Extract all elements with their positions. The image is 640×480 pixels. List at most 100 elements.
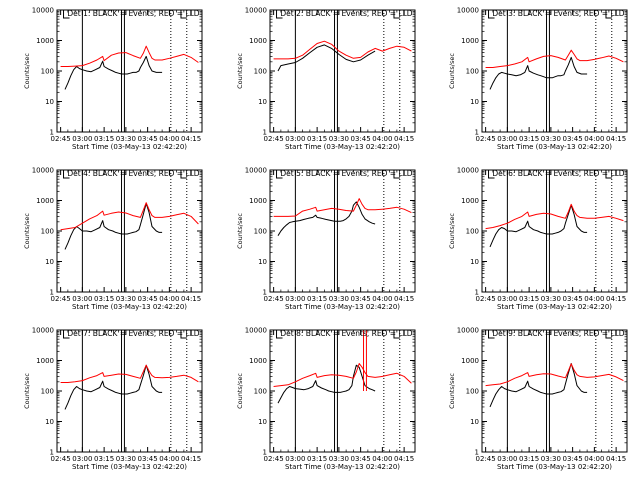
y-tick-label: 1000	[461, 37, 479, 45]
x-tick-label: 02:45	[264, 135, 284, 143]
y-tick-label: 100	[466, 228, 479, 236]
y-tick-label: 1000	[249, 197, 267, 205]
x-tick-label: 03:00	[285, 135, 305, 143]
corner-mark-1	[63, 330, 70, 339]
series-lld-line	[60, 364, 199, 383]
corner-mark-1	[63, 10, 70, 19]
panel-det-9: 1 10 100 1000 10000 02:45 03:00 03:15 03:30 03:45…	[448, 327, 628, 471]
y-tick-label: 10000	[245, 7, 267, 15]
panel-det-1: 1 10 100 1000 10000 02:45 03:00 03:15 03:30 03:45…	[23, 7, 203, 151]
x-tick-label: 04:00	[159, 135, 179, 143]
y-axis-label: Counts/sec	[23, 53, 31, 89]
corner-mark-2	[180, 10, 187, 19]
series-events-line	[489, 56, 588, 90]
x-tick-label: 03:00	[497, 455, 517, 463]
panel-title: Det 3: BLACK = Events, RED = LLD	[492, 9, 624, 18]
x-tick-label: 02:45	[51, 455, 71, 463]
y-tick-label: 1	[475, 129, 479, 137]
x-tick-label: 02:45	[476, 455, 496, 463]
y-tick-label: 100	[41, 388, 54, 396]
x-tick-label: 04:15	[394, 135, 414, 143]
panel-det-6: 1 10 100 1000 10000 02:45 03:00 03:15 03:30 03:45…	[448, 167, 628, 311]
x-tick-label: 03:15	[94, 135, 114, 143]
corner-mark-1	[276, 330, 283, 339]
x-tick-label: 03:45	[563, 455, 583, 463]
x-tick-label: 03:00	[285, 295, 305, 303]
x-tick-label: 03:45	[138, 135, 158, 143]
x-tick-label: 04:15	[181, 295, 201, 303]
y-tick-label: 10000	[457, 7, 479, 15]
x-tick-label: 03:15	[519, 455, 539, 463]
x-tick-label: 04:15	[394, 295, 414, 303]
x-tick-label: 03:30	[329, 135, 349, 143]
x-tick-label: 03:45	[563, 295, 583, 303]
y-tick-label: 1	[50, 129, 54, 137]
panel-title: Det 9: BLACK = Events, RED = LLD	[492, 329, 624, 338]
series-lld-line	[273, 198, 412, 217]
series-lld-line	[485, 363, 624, 387]
x-tick-label: 02:45	[264, 295, 284, 303]
panel-title: Det 8: BLACK = Events, RED = LLD	[280, 329, 412, 338]
y-tick-label: 10	[470, 98, 479, 106]
y-axis-label: Counts/sec	[448, 213, 456, 249]
x-tick-label: 03:15	[94, 295, 114, 303]
y-tick-label: 1000	[249, 357, 267, 365]
y-tick-label: 10000	[457, 327, 479, 335]
y-axis-label: Counts/sec	[23, 373, 31, 409]
corner-mark-2	[605, 170, 612, 179]
series-lld-line	[485, 203, 624, 230]
y-tick-label: 1	[475, 449, 479, 457]
corner-mark-1	[488, 170, 495, 179]
corner-mark-2	[393, 170, 400, 179]
corner-mark-1	[276, 170, 283, 179]
y-tick-label: 100	[254, 228, 267, 236]
series-lld-line	[485, 49, 624, 68]
x-axis-label: Start Time (03-May-13 02:42:20)	[497, 143, 612, 151]
y-tick-label: 10000	[32, 167, 54, 175]
x-tick-label: 03:00	[497, 135, 517, 143]
series-lld-line	[60, 202, 199, 231]
x-tick-label: 03:30	[116, 135, 136, 143]
y-tick-label: 10	[258, 418, 267, 426]
x-tick-label: 04:15	[394, 455, 414, 463]
corner-mark-2	[605, 10, 612, 19]
x-tick-label: 04:00	[584, 455, 604, 463]
corner-mark-2	[180, 170, 187, 179]
y-tick-label: 100	[254, 68, 267, 76]
y-tick-label: 1	[50, 289, 54, 297]
panel-title: Det 2: BLACK = Events, RED = LLD	[280, 9, 412, 18]
y-tick-label: 100	[466, 388, 479, 396]
x-tick-label: 03:00	[497, 295, 517, 303]
y-tick-label: 1	[263, 129, 267, 137]
y-tick-label: 10	[45, 418, 54, 426]
x-tick-label: 03:00	[285, 455, 305, 463]
y-tick-label: 1000	[461, 357, 479, 365]
x-tick-label: 03:45	[138, 295, 158, 303]
y-tick-label: 10	[258, 98, 267, 106]
corner-mark-1	[63, 170, 70, 179]
y-tick-label: 1	[475, 289, 479, 297]
x-tick-label: 02:45	[264, 455, 284, 463]
x-tick-label: 03:00	[72, 455, 92, 463]
panel-title: Det 7: BLACK = Events, RED = LLD	[67, 329, 199, 338]
x-tick-label: 03:30	[329, 455, 349, 463]
y-axis-label: Counts/sec	[23, 213, 31, 249]
y-tick-label: 10	[45, 258, 54, 266]
x-tick-label: 03:30	[116, 295, 136, 303]
x-tick-label: 03:45	[351, 455, 371, 463]
x-tick-label: 03:30	[329, 295, 349, 303]
panel-det-8: 1 10 100 1000 10000 02:45 03:00 03:15 03:30 03:45…	[236, 327, 416, 471]
y-tick-label: 10	[258, 258, 267, 266]
x-tick-label: 03:30	[541, 135, 561, 143]
series-events-line	[64, 55, 163, 90]
x-tick-label: 03:15	[519, 135, 539, 143]
x-tick-label: 04:15	[181, 135, 201, 143]
x-tick-label: 03:00	[72, 135, 92, 143]
y-axis-label: Counts/sec	[236, 53, 244, 89]
y-tick-label: 10000	[245, 167, 267, 175]
x-tick-label: 03:15	[307, 135, 327, 143]
corner-mark-2	[393, 330, 400, 339]
x-axis-label: Start Time (03-May-13 02:42:20)	[72, 463, 187, 471]
x-axis-label: Start Time (03-May-13 02:42:20)	[497, 303, 612, 311]
